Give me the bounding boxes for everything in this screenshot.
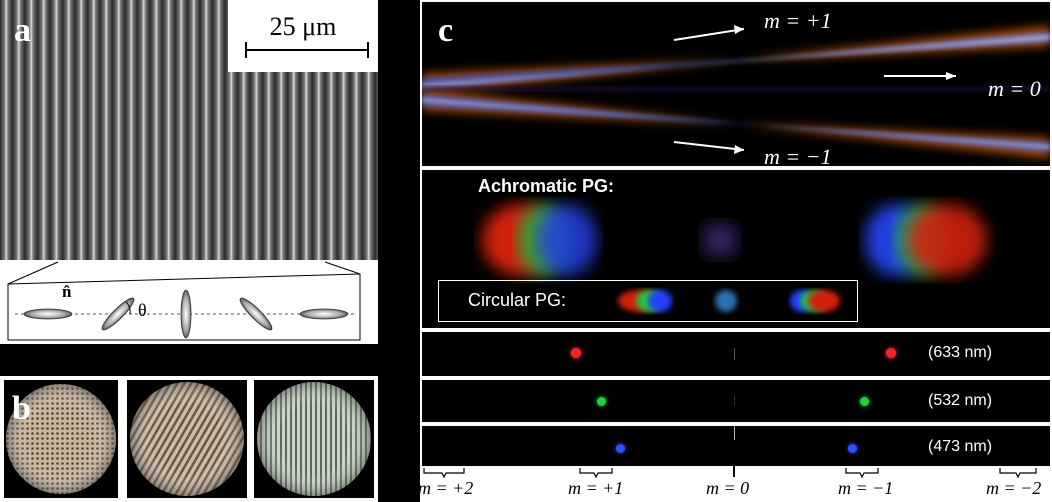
spot-minus1: [886, 348, 896, 358]
wavelength-row: (633 nm): [422, 332, 1050, 376]
wavelength-label: (532 nm): [928, 392, 993, 409]
scalebar-label: 25 μm: [269, 12, 337, 41]
lc-molecule: [101, 297, 135, 331]
beam-image: m = +1 m = 0 m = −1: [422, 2, 1050, 166]
spot-minus1: [848, 444, 857, 453]
spot-plus1: [616, 444, 625, 453]
order-label-minus1: m = −1: [838, 478, 894, 498]
order-label-plus2: m = +2: [420, 478, 474, 498]
order-brackets: [423, 466, 1037, 479]
scalebar-line: [245, 42, 369, 58]
order-label-plus1: m = +1: [568, 478, 624, 498]
order-minus1-label: m = −1: [764, 144, 832, 166]
order-plus1-label: m = +1: [764, 8, 832, 33]
panel-b: b: [0, 376, 378, 502]
spot-minus1: [860, 397, 869, 406]
center-marker: [734, 426, 735, 440]
wavelength-row: (532 nm): [422, 380, 1050, 422]
lc-molecule: [239, 297, 273, 331]
panel-a-label: a: [14, 12, 31, 49]
wavelength-label: (633 nm): [928, 344, 993, 361]
lc-molecule: [23, 308, 73, 320]
lc-molecule: [180, 289, 192, 339]
circular-pg-box: [438, 280, 858, 322]
order-label-minus2: m = −2: [986, 478, 1042, 498]
order-label-zero: m = 0: [706, 478, 750, 498]
achromatic-pg-image: Achromatic PG: Circular PG:: [422, 170, 1050, 328]
scalebar-box: 25 μm: [228, 0, 378, 72]
wavelength-label: (473 nm): [928, 438, 993, 455]
wavelength-row: (473 nm): [422, 426, 1050, 466]
lc-molecule: [299, 308, 349, 320]
panel-b-label: b: [12, 390, 31, 427]
panel-a: 25 μm a n̂ θ: [0, 0, 378, 344]
order-zero-label: m = 0: [988, 76, 1041, 101]
center-marker: [734, 348, 735, 360]
achromatic-pg-title: Achromatic PG:: [478, 176, 615, 196]
director-symbol: n̂: [62, 282, 72, 301]
circular-pg-title: Circular PG:: [468, 290, 567, 310]
center-marker: [734, 396, 735, 406]
lc-director-diagram: [7, 261, 361, 341]
panel-c: m = +1 m = 0 m = −1 c Achromatic PG:: [420, 0, 1052, 502]
panel-c-label: c: [438, 12, 454, 49]
angle-symbol: θ: [138, 300, 147, 320]
spot-plus1: [571, 348, 581, 358]
spot-plus1: [597, 397, 606, 406]
